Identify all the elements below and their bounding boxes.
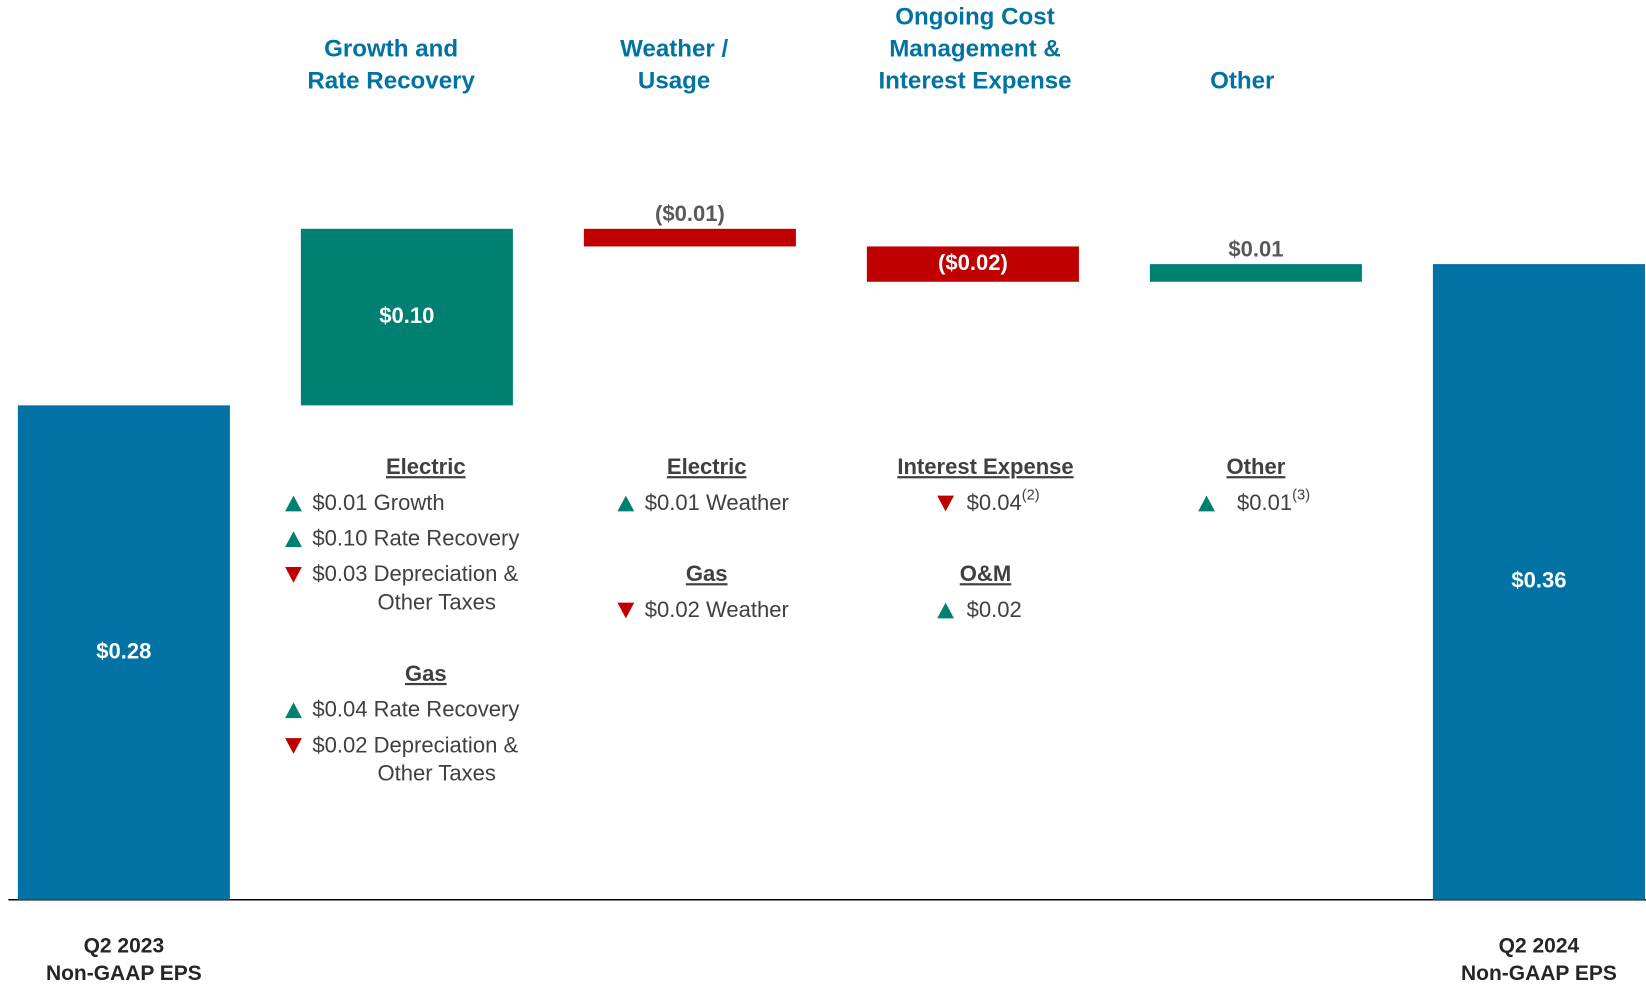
column-header: Growth and <box>324 35 458 62</box>
direction-icon <box>617 495 635 512</box>
detail-item: $0.02 Depreciation & <box>312 732 518 757</box>
bar <box>1149 264 1362 282</box>
column-header: Weather / <box>620 35 728 62</box>
direction-icon <box>1198 495 1215 512</box>
bar <box>300 228 513 406</box>
column-header: Rate Recovery <box>307 67 475 94</box>
bar <box>583 228 796 247</box>
value-label: ($0.01) <box>655 201 725 226</box>
detail-heading: Interest Expense <box>897 454 1073 479</box>
direction-icon <box>285 702 302 719</box>
direction-icon <box>285 566 302 583</box>
detail-item: $0.01 Growth <box>312 490 444 515</box>
x-label: Non-GAAP EPS <box>1461 962 1617 985</box>
bar <box>1432 264 1645 900</box>
bar <box>17 405 230 900</box>
detail-heading: Electric <box>667 454 747 479</box>
direction-icon <box>937 495 955 512</box>
footnote-ref: (3) <box>1292 487 1310 503</box>
footnote-ref: (2) <box>1022 487 1040 503</box>
value-label: $0.01 <box>1228 236 1283 261</box>
direction-icon <box>285 495 302 512</box>
x-label: Q2 2024 <box>1499 935 1580 958</box>
detail-item: $0.04(2) <box>967 487 1040 514</box>
column-header: Other <box>1210 67 1275 94</box>
detail-item: $0.02 <box>967 597 1022 622</box>
direction-icon <box>285 738 302 754</box>
column-header: Interest Expense <box>878 67 1071 94</box>
column-header: Management & <box>889 35 1061 62</box>
detail-item: $0.03 Depreciation & <box>312 561 518 586</box>
direction-icon <box>285 531 302 548</box>
x-label: Q2 2023 <box>84 935 165 958</box>
detail-heading: O&M <box>960 561 1011 586</box>
detail-item: Other Taxes <box>377 590 495 615</box>
detail-heading: Gas <box>686 561 728 586</box>
value-label: $0.10 <box>379 303 434 328</box>
direction-icon <box>937 602 955 619</box>
column-header: Ongoing Cost <box>895 3 1054 30</box>
detail-item: $0.01(3) <box>1237 487 1310 514</box>
value-label: ($0.02) <box>938 250 1008 275</box>
detail-heading: Other <box>1227 454 1286 479</box>
value-label: $0.36 <box>1511 568 1566 593</box>
detail-item: $0.04 Rate Recovery <box>312 697 519 722</box>
direction-icon <box>617 602 635 619</box>
x-label: Non-GAAP EPS <box>46 962 202 985</box>
detail-heading: Electric <box>386 454 466 479</box>
value-label: $0.28 <box>96 638 151 663</box>
column-header: Usage <box>638 67 710 94</box>
detail-heading: Gas <box>405 661 447 686</box>
detail-item: $0.01 Weather <box>645 490 789 515</box>
bar <box>866 246 1079 282</box>
detail-item: $0.02 Weather <box>645 597 789 622</box>
detail-item: Other Taxes <box>377 761 495 786</box>
detail-item: $0.10 Rate Recovery <box>312 526 519 551</box>
